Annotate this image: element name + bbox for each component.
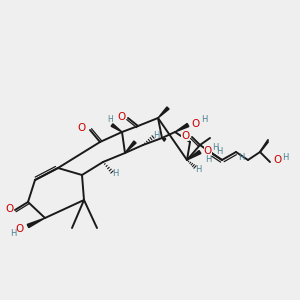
Polygon shape [125,141,136,153]
Text: O: O [16,224,24,234]
Polygon shape [158,107,169,118]
Polygon shape [27,218,45,228]
Text: H: H [216,148,222,157]
Text: H: H [112,169,118,178]
Polygon shape [187,151,201,160]
Polygon shape [162,138,166,141]
Text: H: H [153,130,159,140]
Polygon shape [111,124,122,132]
Text: H: H [282,152,288,161]
Text: O: O [78,123,86,133]
Text: O: O [204,146,212,156]
Polygon shape [175,124,189,132]
Text: O: O [5,204,13,214]
Text: O: O [181,131,189,141]
Text: O: O [117,112,125,122]
Text: O: O [274,155,282,165]
Text: H: H [107,115,113,124]
Text: H: H [212,143,218,152]
Text: H: H [10,229,16,238]
Text: H: H [195,166,201,175]
Text: O: O [192,119,200,129]
Text: H: H [205,155,211,164]
Text: H: H [238,154,244,163]
Text: H: H [201,116,207,124]
